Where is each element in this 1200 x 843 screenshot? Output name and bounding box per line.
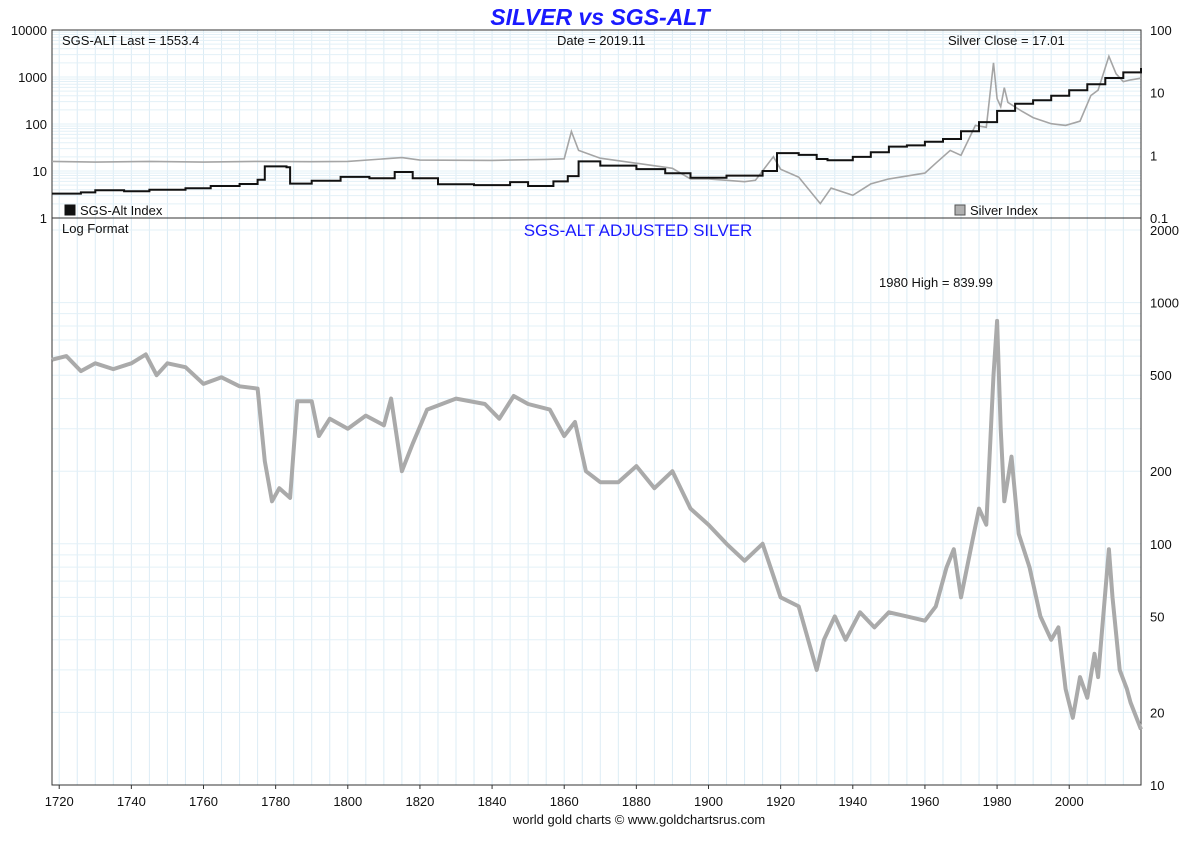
y-tick-right-top: 1: [1150, 148, 1157, 163]
silver-index-line: [51, 53, 1142, 205]
y-tick-right-bottom: 20: [1150, 705, 1164, 720]
bottom-panel-title: SGS-ALT ADJUSTED SILVER: [524, 221, 753, 240]
bottom-panel-frame: [51, 217, 1142, 786]
x-tick-label: 1940: [838, 794, 867, 809]
legend-label-silver: Silver Index: [970, 203, 1038, 218]
y-tick-right-bottom: 100: [1150, 537, 1172, 552]
y-tick-right-bottom: 500: [1150, 368, 1172, 383]
x-tick-label: 1740: [117, 794, 146, 809]
y-tick-right-bottom: 1000: [1150, 296, 1179, 311]
x-tick-label: 2000: [1055, 794, 1084, 809]
x-tick-label: 1920: [766, 794, 795, 809]
date-label: Date = 2019.11: [557, 33, 645, 48]
y-tick-right-top: 10: [1150, 86, 1164, 101]
sgs-alt-index-line: [52, 68, 1142, 195]
x-tick-label: 1820: [405, 794, 434, 809]
legend-label-sgs-alt: SGS-Alt Index: [80, 203, 163, 218]
legend-swatch-silver: [954, 204, 966, 216]
x-tick-label: 1900: [694, 794, 723, 809]
y-tick-right-bottom: 2000: [1150, 223, 1179, 238]
y-tick-right-bottom: 200: [1150, 464, 1172, 479]
footer-credit: world gold charts © www.goldchartsrus.co…: [512, 812, 765, 827]
bottom-series-group: [51, 318, 1143, 731]
chart-title: SILVER vs SGS-ALT: [490, 4, 711, 30]
x-tick-label: 1880: [622, 794, 651, 809]
adjusted-silver-line: [51, 318, 1143, 731]
x-tick-label: 1980: [983, 794, 1012, 809]
high-annotation: 1980 High = 839.99: [879, 275, 993, 290]
log-format-label: Log Format: [62, 221, 129, 236]
x-tick-label: 1760: [189, 794, 218, 809]
grid-lines: [52, 30, 1141, 785]
y-tick-left-top: 10000: [11, 23, 47, 38]
x-tick-label: 1800: [333, 794, 362, 809]
y-tick-right-bottom: 10: [1150, 778, 1164, 793]
x-tick-label: 1780: [261, 794, 290, 809]
legend-swatch-sgs-alt: [64, 204, 76, 216]
silver-close-label: Silver Close = 17.01: [948, 33, 1065, 48]
x-tick-label: 1720: [45, 794, 74, 809]
top-series-group: [51, 53, 1142, 205]
y-tick-left-top: 10: [33, 164, 47, 179]
y-tick-right-top: 0.1: [1150, 211, 1168, 226]
y-tick-right-bottom: 50: [1150, 609, 1164, 624]
y-tick-left-top: 100: [25, 117, 47, 132]
tick-labels: 1000010001001011001010.12000100050020010…: [11, 23, 1179, 809]
y-tick-left-top: 1: [40, 211, 47, 226]
y-tick-right-top: 100: [1150, 23, 1172, 38]
y-tick-left-top: 1000: [18, 70, 47, 85]
x-tick-label: 1860: [550, 794, 579, 809]
x-tick-label: 1840: [478, 794, 507, 809]
x-tick-label: 1960: [910, 794, 939, 809]
sgs-alt-last-label: SGS-ALT Last = 1553.4: [62, 33, 199, 48]
